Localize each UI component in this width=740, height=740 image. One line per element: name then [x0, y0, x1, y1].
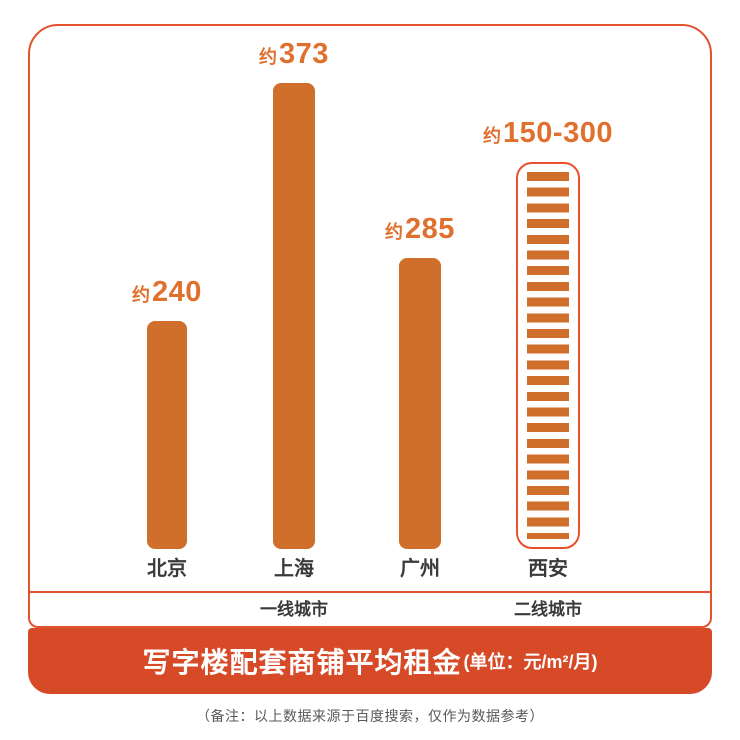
value-label-beijing: 约240	[57, 274, 277, 310]
city-label-beijing: 北京	[147, 558, 187, 580]
bar-xian-striped	[516, 162, 580, 549]
bar-guangzhou	[399, 258, 441, 549]
value-number: 285	[405, 213, 455, 245]
approx-prefix: 约	[259, 47, 278, 67]
approx-prefix: 约	[385, 222, 404, 242]
chart-unit-label: (单位：元/m²/月)	[463, 652, 598, 672]
value-label-xian: 约150-300	[438, 115, 658, 151]
approx-prefix: 约	[483, 126, 502, 146]
value-number: 373	[279, 38, 329, 70]
city-label-guangzhou: 广州	[400, 558, 440, 580]
value-label-guangzhou: 约285	[310, 211, 530, 247]
city-label-xian: 西安	[528, 558, 568, 580]
bar-beijing	[147, 321, 187, 549]
approx-prefix: 约	[132, 285, 151, 305]
bar-shanghai	[273, 83, 315, 549]
value-number: 240	[152, 276, 202, 308]
chart-frame	[28, 24, 712, 628]
group-label-tier2: 二线城市	[514, 600, 582, 619]
title-banner: 写字楼配套商铺平均租金 (单位：元/m²/月)	[28, 628, 712, 694]
footnote: （备注：以上数据来源于百度搜索，仅作为数据参考）	[196, 708, 544, 724]
group-label-tier1: 一线城市	[260, 600, 328, 619]
value-number: 150-300	[503, 117, 613, 149]
bar-stripes-pattern	[527, 172, 569, 539]
city-label-shanghai: 上海	[274, 558, 314, 580]
tier-separator-line	[28, 591, 712, 593]
chart-title: 写字楼配套商铺平均租金	[142, 647, 462, 678]
value-label-shanghai: 约373	[184, 36, 404, 72]
